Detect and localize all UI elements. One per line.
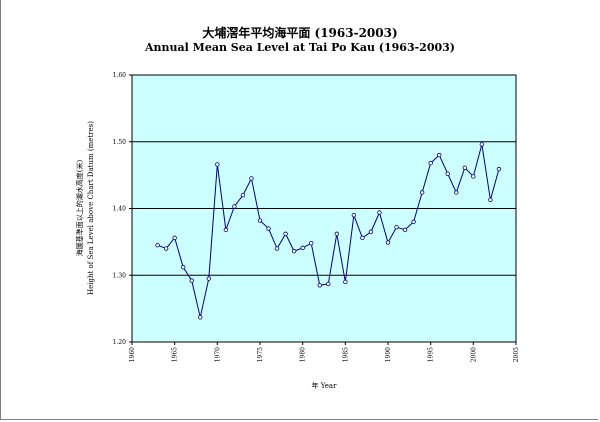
data-point [419,190,425,195]
data-point [326,281,331,287]
x-axis-label: 年 Year [312,381,338,390]
x-tick-label: 1965 [172,347,179,362]
data-point [385,240,391,245]
data-point [232,204,237,209]
data-point [249,176,254,181]
chart-subtitle: Annual Mean Sea Level at Tai Po Kau (196… [145,41,455,54]
data-point [462,165,467,170]
data-point [309,241,314,246]
y-axis-label-en: Height of Sea Level above Chart Datum (m… [87,121,95,295]
x-tick-label: 1970 [214,347,221,362]
data-point [351,212,357,218]
data-point [215,162,220,167]
data-point [180,265,186,270]
y-axis-ticks: 1.20 1.30 1.40 1.50 1.60 [113,72,132,346]
data-point [445,171,450,176]
data-point [223,227,229,233]
data-point [471,174,476,179]
data-point [257,218,263,223]
data-point [198,315,203,320]
y-tick-label: 1.20 [113,339,127,346]
y-tick-label: 1.40 [113,206,127,213]
data-point [343,279,348,285]
y-tick-label: 1.30 [113,272,127,279]
x-tick-label: 2000 [470,347,477,362]
data-point [334,231,339,237]
data-point [291,249,297,254]
data-point [368,229,374,235]
y-tick-label: 1.60 [113,72,127,79]
data-point [360,235,365,241]
x-axis-ticks: 1960 1965 1970 1975 1980 1985 1990 1995 2000 2005 [129,342,520,362]
data-point [411,219,416,225]
x-tick-label: 1980 [300,347,307,362]
data-point [283,231,288,237]
y-axis-label-zh: 海圖基準面以上的潮水高度(米) [75,160,84,257]
chart-title: 大埔滘年平均海平面 (1963-2003) [202,26,398,40]
x-tick-label: 1995 [428,347,435,362]
gridlines [132,141,516,276]
data-point [300,245,305,251]
data-points [155,142,502,320]
data-point [454,190,459,195]
data-point [479,142,485,147]
data-point [172,235,177,241]
data-point [163,246,169,251]
data-point [394,224,399,230]
x-tick-label: 1960 [129,347,136,362]
data-point [206,276,211,281]
y-tick-label: 1.50 [113,139,127,146]
data-point [266,226,271,231]
data-point [189,278,194,283]
data-point [155,243,160,248]
x-tick-label: 1990 [385,347,392,362]
data-point [428,160,433,166]
data-point [377,210,382,215]
x-tick-label: 1985 [342,347,349,362]
data-point [488,197,493,203]
x-tick-label: 2005 [513,347,520,362]
data-point [274,246,280,251]
data-point [317,283,322,288]
data-point [402,227,408,233]
x-tick-label: 1975 [257,347,264,362]
data-point [437,152,442,158]
data-point [496,166,502,172]
data-point [240,192,246,198]
